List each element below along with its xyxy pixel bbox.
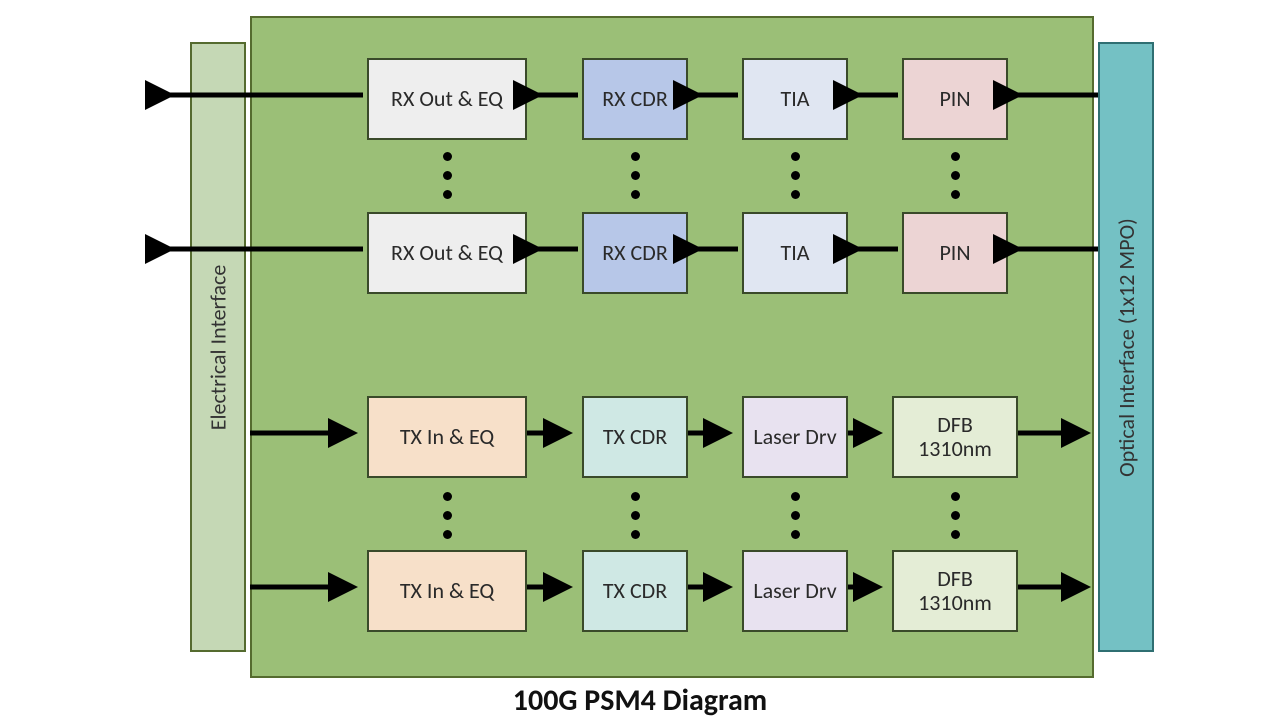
dfb-block: DFB 1310nm (892, 550, 1018, 632)
tx-cdr-block: TX CDR (582, 550, 688, 632)
ellipsis-dots (790, 492, 800, 539)
rx-row-2: RX Out & EQ RX CDR TIA PIN (252, 210, 1092, 296)
electrical-interface-panel: Electrical Interface (190, 42, 246, 652)
tx-in-eq-block: TX In & EQ (367, 550, 527, 632)
rx-cdr-block: RX CDR (582, 212, 688, 294)
rx-out-eq-block: RX Out & EQ (367, 212, 527, 294)
electrical-interface-label: Electrical Interface (205, 264, 232, 430)
ellipsis-dots (442, 492, 452, 539)
tx-cdr-block: TX CDR (582, 396, 688, 478)
ellipsis-dots (950, 492, 960, 539)
ellipsis-dots (442, 152, 452, 199)
optical-interface-panel: Optical Interface (1x12 MPO) (1098, 42, 1154, 652)
optical-interface-label: Optical Interface (1x12 MPO) (1113, 218, 1140, 477)
diagram-title: 100G PSM4 Diagram (50, 682, 1230, 719)
pin-block: PIN (902, 212, 1008, 294)
ellipsis-dots (950, 152, 960, 199)
tx-row-2: TX In & EQ TX CDR Laser Drv DFB 1310nm (252, 548, 1092, 634)
tia-block: TIA (742, 58, 848, 140)
laser-drv-block: Laser Drv (742, 550, 848, 632)
tx-row-1: TX In & EQ TX CDR Laser Drv DFB 1310nm (252, 394, 1092, 480)
diagram-container: Electrical Interface Optical Interface (… (50, 10, 1230, 710)
ellipsis-dots (630, 152, 640, 199)
tia-block: TIA (742, 212, 848, 294)
main-panel: RX Out & EQ RX CDR TIA PIN RX Out & EQ R… (250, 16, 1094, 678)
tx-in-eq-block: TX In & EQ (367, 396, 527, 478)
rx-out-eq-block: RX Out & EQ (367, 58, 527, 140)
ellipsis-dots (630, 492, 640, 539)
ellipsis-dots (790, 152, 800, 199)
dfb-block: DFB 1310nm (892, 396, 1018, 478)
laser-drv-block: Laser Drv (742, 396, 848, 478)
rx-cdr-block: RX CDR (582, 58, 688, 140)
rx-row-1: RX Out & EQ RX CDR TIA PIN (252, 56, 1092, 142)
pin-block: PIN (902, 58, 1008, 140)
